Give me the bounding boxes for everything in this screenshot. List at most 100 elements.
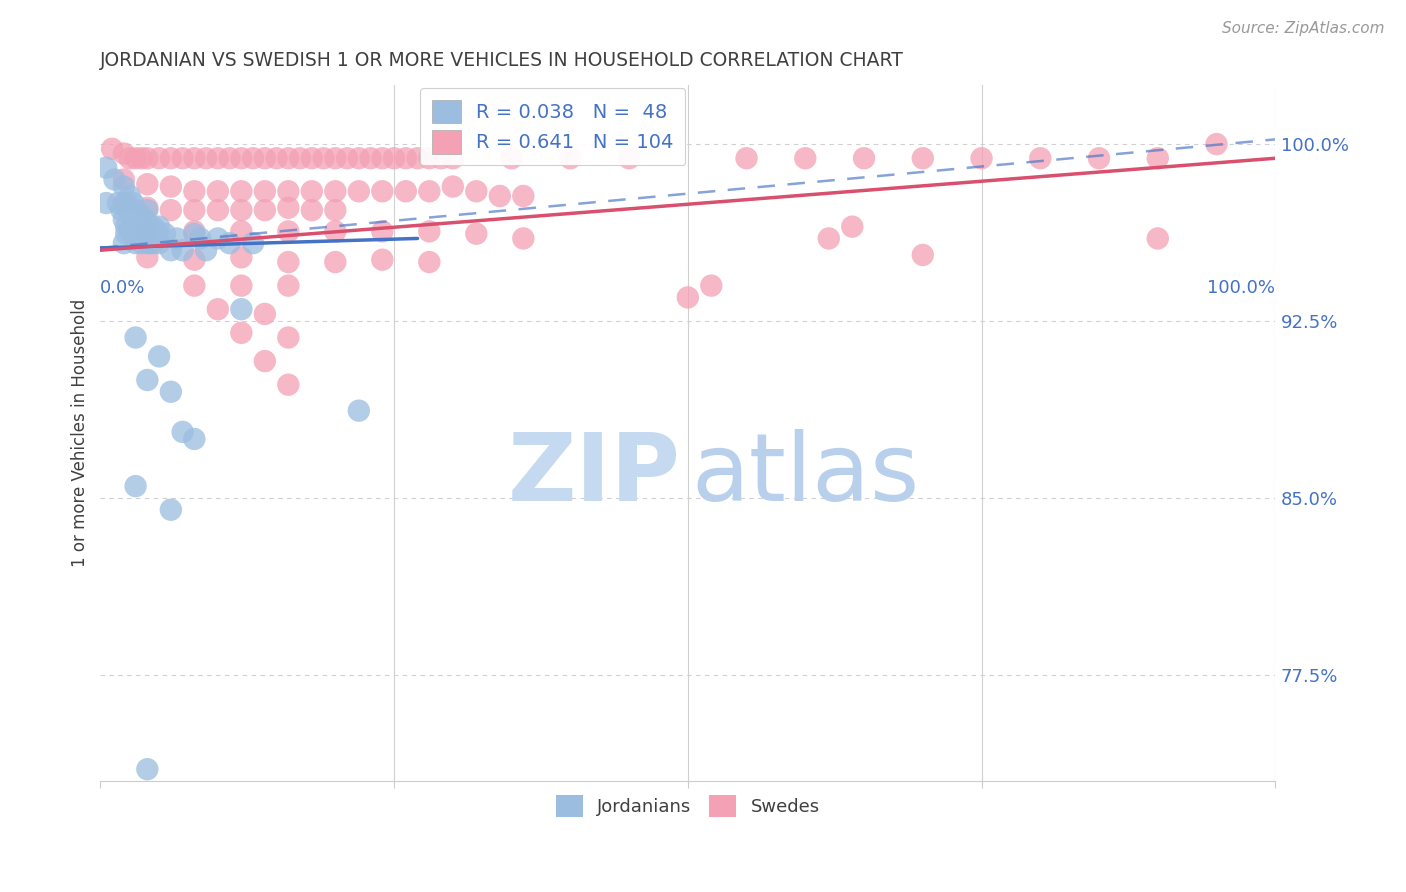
Point (136, 762, 159, 776)
Point (145, 224, 167, 238)
Point (325, 184, 347, 198)
Point (115, 196, 138, 211)
Point (148, 219, 170, 234)
Point (207, 203, 229, 218)
Point (131, 208, 153, 222)
Point (136, 201, 159, 215)
Point (231, 151, 253, 165)
Point (794, 151, 817, 165)
Point (970, 151, 993, 165)
Point (325, 151, 347, 165)
Point (253, 307, 276, 321)
Point (127, 212, 149, 227)
Text: 100.0%: 100.0% (1208, 278, 1275, 296)
Point (253, 184, 276, 198)
Text: Source: ZipAtlas.com: Source: ZipAtlas.com (1222, 21, 1385, 36)
Text: JORDANIAN VS SWEDISH 1 OR MORE VEHICLES IN HOUSEHOLD CORRELATION CHART: JORDANIAN VS SWEDISH 1 OR MORE VEHICLES … (100, 51, 904, 70)
Point (118, 189, 141, 203)
Point (172, 151, 194, 165)
Point (218, 236, 240, 251)
Point (1146, 151, 1168, 165)
Point (277, 278, 299, 293)
Point (841, 219, 863, 234)
Point (183, 184, 205, 198)
Point (735, 151, 758, 165)
Point (122, 196, 145, 211)
Point (441, 179, 464, 194)
Point (325, 203, 347, 218)
Point (242, 151, 264, 165)
Point (134, 231, 156, 245)
Point (148, 151, 170, 165)
Point (277, 330, 299, 344)
Point (142, 219, 165, 234)
Point (124, 224, 146, 238)
Point (218, 151, 240, 165)
Point (371, 184, 394, 198)
Point (112, 146, 135, 161)
Point (166, 231, 188, 245)
Text: 0.0%: 0.0% (100, 278, 146, 296)
Point (118, 224, 141, 238)
Point (172, 425, 194, 439)
Point (127, 231, 149, 245)
Point (465, 227, 488, 241)
Point (160, 151, 183, 165)
Point (253, 151, 276, 165)
Point (406, 151, 429, 165)
Point (207, 231, 229, 245)
Point (122, 219, 145, 234)
Point (107, 196, 129, 211)
Point (136, 373, 159, 387)
Point (242, 236, 264, 251)
Point (430, 151, 453, 165)
Point (465, 184, 488, 198)
Point (231, 278, 253, 293)
Point (124, 330, 146, 344)
Point (136, 177, 159, 191)
Point (115, 219, 138, 234)
Point (195, 151, 218, 165)
Text: ZIP: ZIP (508, 429, 681, 521)
Point (253, 203, 276, 218)
Point (700, 278, 723, 293)
Point (911, 151, 934, 165)
Point (160, 384, 183, 399)
Point (312, 151, 335, 165)
Point (512, 231, 534, 245)
Point (124, 479, 146, 493)
Point (124, 151, 146, 165)
Point (207, 302, 229, 317)
Point (277, 255, 299, 269)
Point (112, 236, 135, 251)
Point (183, 203, 205, 218)
Point (160, 203, 183, 218)
Point (277, 151, 299, 165)
Point (134, 212, 156, 227)
Point (112, 212, 135, 227)
Text: atlas: atlas (692, 429, 920, 521)
Point (1205, 137, 1227, 152)
Point (183, 252, 205, 267)
Point (347, 151, 370, 165)
Point (183, 278, 205, 293)
Point (395, 151, 418, 165)
Point (371, 224, 394, 238)
Point (183, 224, 205, 238)
Point (1146, 231, 1168, 245)
Point (488, 189, 510, 203)
Point (231, 224, 253, 238)
Point (96, 161, 118, 175)
Point (160, 244, 183, 258)
Point (136, 219, 159, 234)
Point (301, 184, 323, 198)
Point (288, 151, 311, 165)
Point (231, 184, 253, 198)
Point (136, 151, 159, 165)
Point (360, 151, 382, 165)
Point (253, 354, 276, 368)
Point (817, 231, 839, 245)
Point (501, 151, 523, 165)
Point (103, 172, 125, 186)
Point (148, 350, 170, 364)
